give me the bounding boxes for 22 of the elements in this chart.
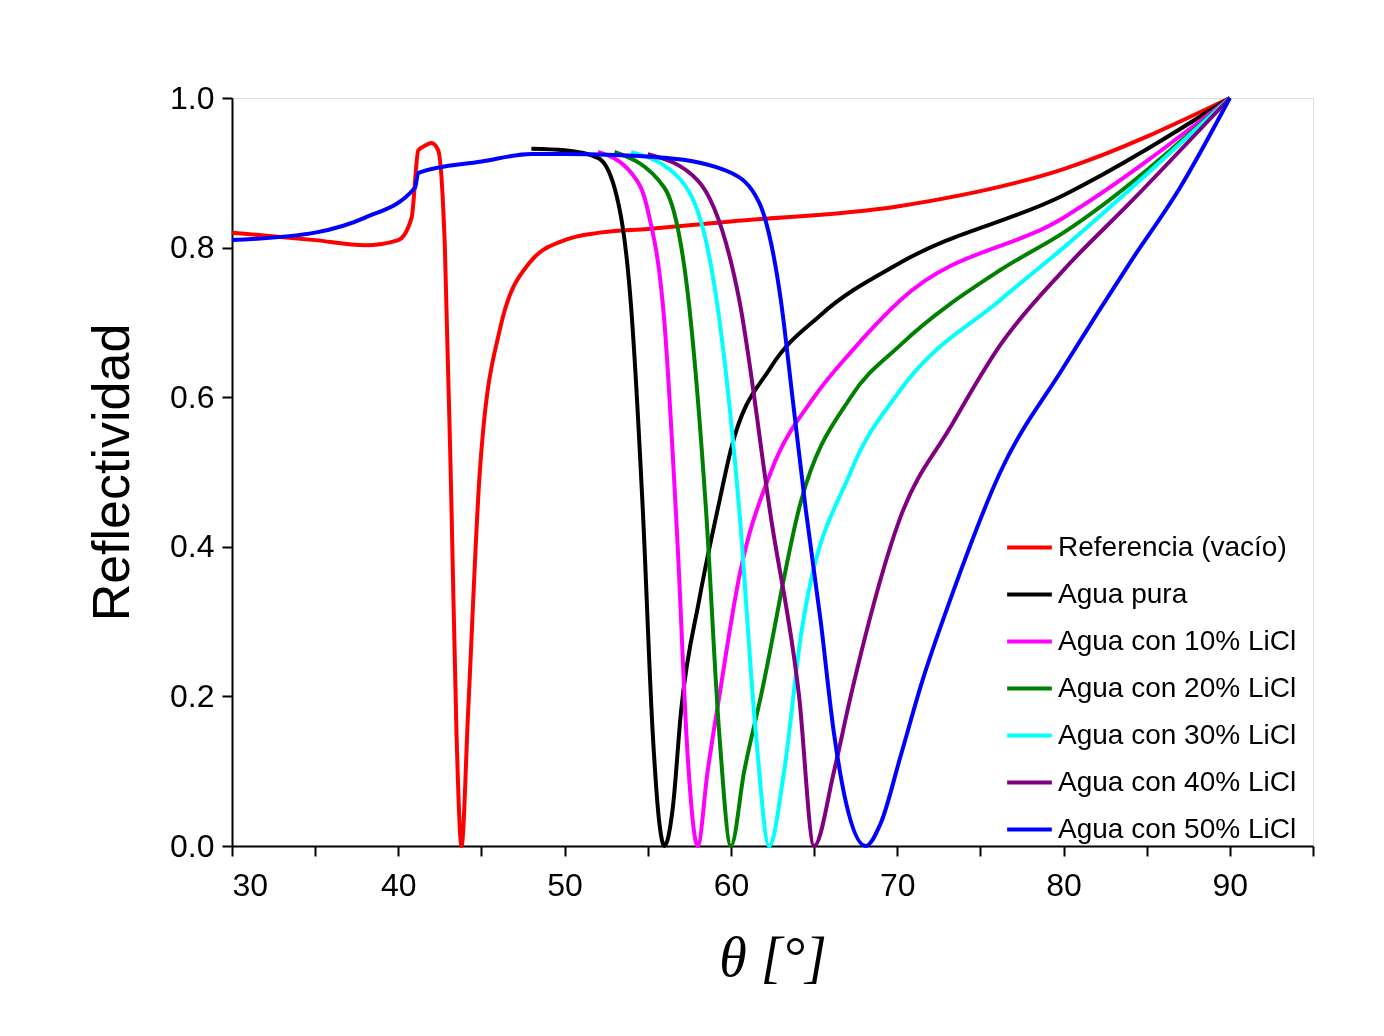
x-tick-label: 30 [232, 866, 269, 903]
legend-label: Agua con 30% LiCl [1058, 718, 1297, 750]
x-tick-label: 50 [547, 866, 583, 903]
x-tick-label: 70 [879, 866, 916, 903]
legend-label: Agua con 20% LiCl [1058, 671, 1297, 703]
x-tick-label: 40 [381, 866, 417, 903]
x-axis-title: θ [°] [719, 925, 827, 988]
y-axis-title: Reflectividad [82, 323, 141, 622]
legend-label: Agua con 40% LiCl [1058, 765, 1297, 797]
y-tick-label: 1.0 [170, 79, 215, 116]
y-tick-label: 0.4 [170, 528, 215, 565]
y-tick-label: 0.8 [170, 229, 215, 266]
legend-label: Agua con 10% LiCl [1058, 624, 1297, 656]
x-tick-label: 60 [713, 866, 750, 903]
x-tick-label: 90 [1212, 866, 1249, 903]
x-tick-label: 80 [1046, 866, 1082, 903]
legend-label: Agua con 50% LiCl [1058, 812, 1297, 844]
y-tick-label: 0.6 [170, 378, 215, 415]
y-tick-label: 0.0 [170, 827, 215, 864]
y-tick-label: 0.2 [170, 677, 215, 714]
legend-label: Agua pura [1058, 577, 1188, 609]
legend-label: Referencia (vacío) [1058, 530, 1287, 562]
